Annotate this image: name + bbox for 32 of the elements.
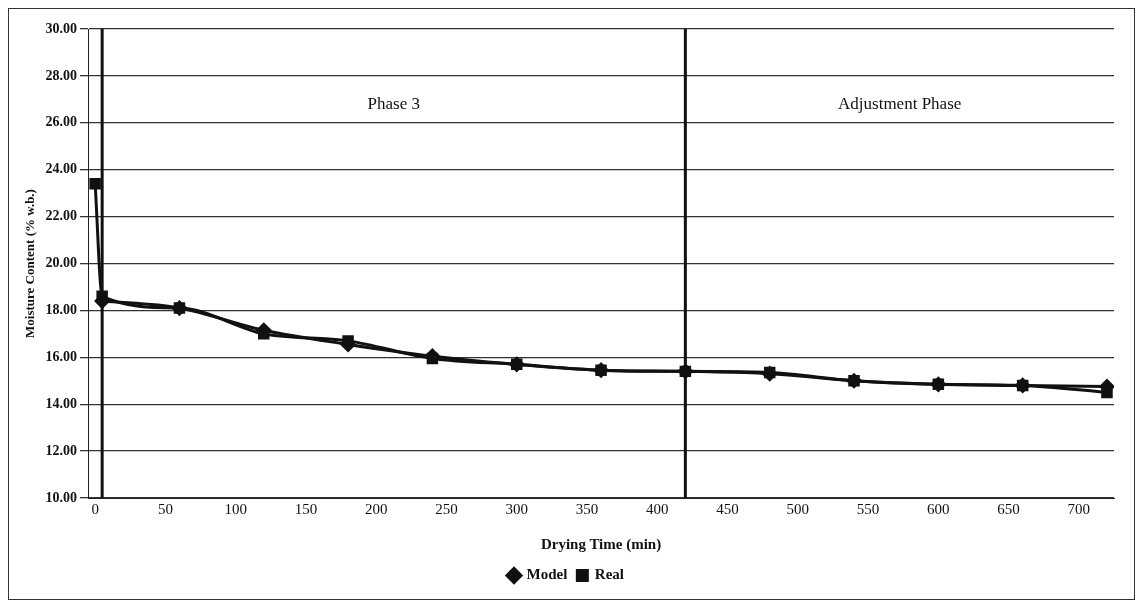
x-tick-label: 200 (364, 500, 388, 517)
x-tick-label: 150 (294, 500, 318, 517)
x-tick-label: 50 (157, 500, 173, 517)
legend-label: Model (526, 566, 568, 583)
y-tick-label: 20.00 (45, 255, 78, 271)
x-tick-label: 100 (224, 500, 247, 517)
x-tick-label: 350 (575, 500, 599, 517)
legend-label: Real (594, 566, 625, 583)
x-tick-label: 400 (646, 500, 669, 517)
x-tick-label: 0 (91, 500, 99, 517)
y-tick-label: 14.00 (45, 395, 78, 411)
annotation: Adjustment Phase (838, 93, 962, 113)
y-tick-label: 18.00 (45, 302, 78, 318)
y-tick-label: 28.00 (45, 67, 78, 83)
x-tick-label: 250 (435, 500, 458, 517)
x-tick-label: 500 (786, 500, 810, 517)
x-tick-label: 600 (927, 500, 950, 517)
x-tick-label: 700 (1067, 500, 1091, 517)
annotation: Phase 3 (367, 93, 420, 113)
x-tick-label: 550 (856, 500, 880, 517)
x-axis-title: Drying Time (min) (540, 535, 662, 553)
y-tick-label: 30.00 (45, 20, 78, 36)
x-tick-label: 650 (997, 500, 1020, 517)
y-axis-title: Moisture Content (% w.b.) (22, 189, 38, 338)
x-tick-label: 300 (505, 500, 528, 517)
y-tick-label: 26.00 (45, 114, 78, 130)
y-tick-label: 12.00 (45, 442, 78, 458)
y-tick-label: 24.00 (45, 161, 78, 177)
y-tick-label: 22.00 (45, 208, 78, 224)
y-tick-label: 10.00 (45, 489, 78, 505)
x-tick-label: 450 (716, 500, 739, 517)
y-tick-label: 16.00 (45, 348, 78, 364)
